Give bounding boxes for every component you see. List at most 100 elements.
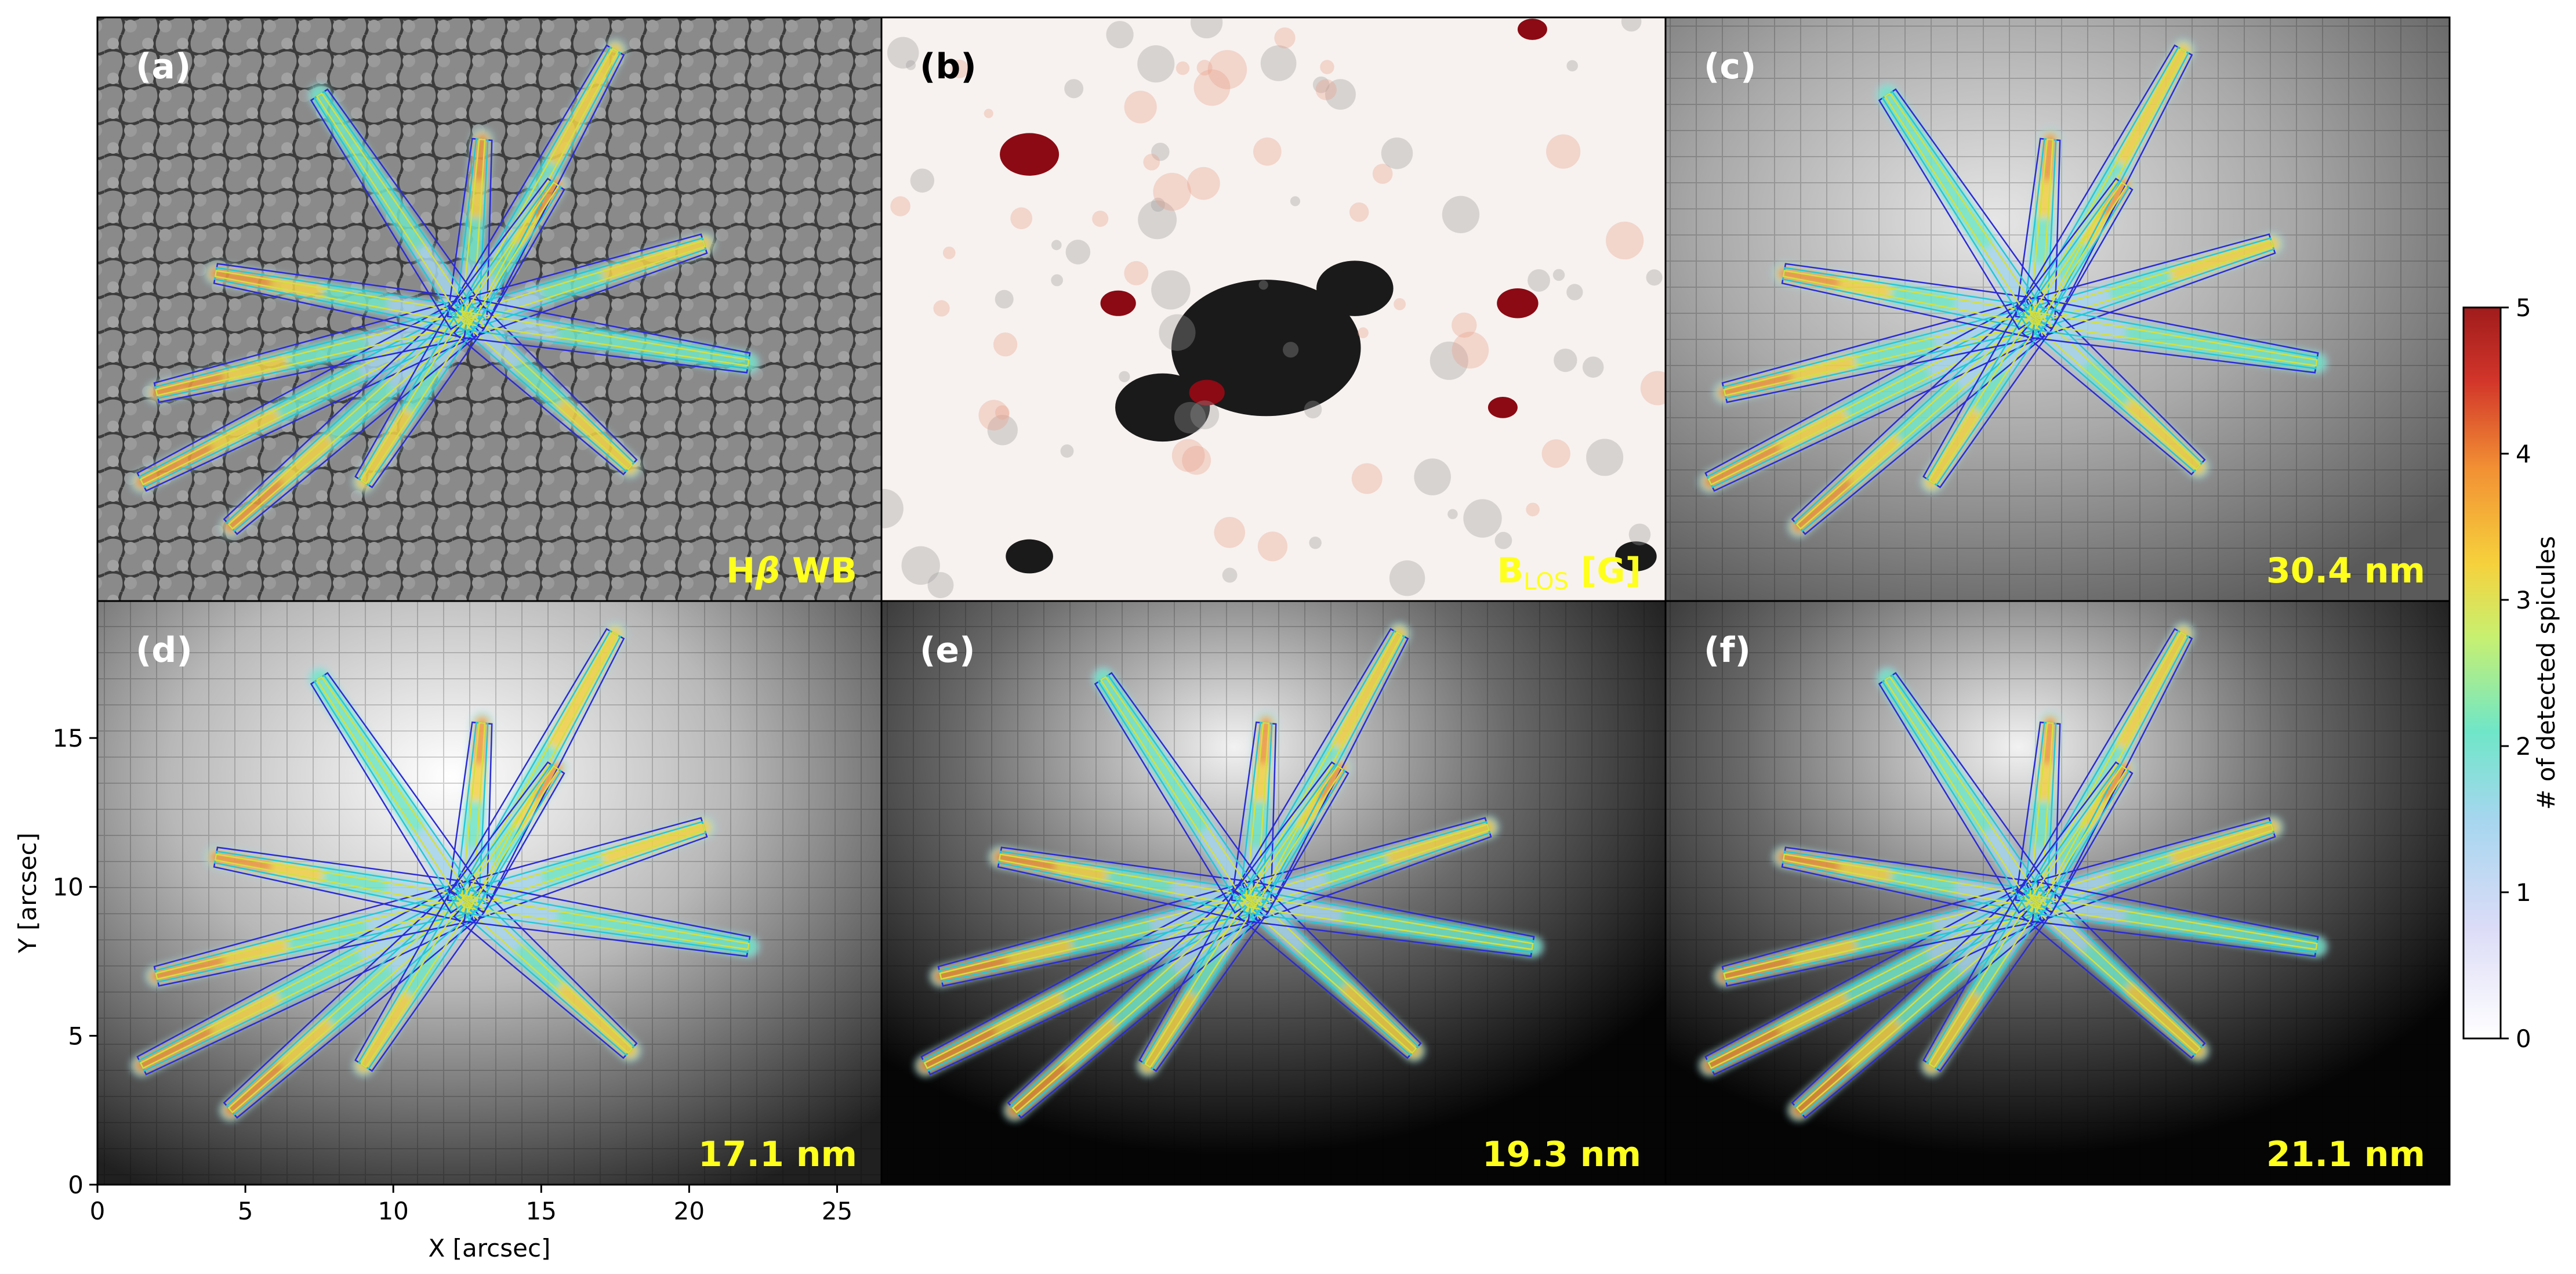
field-speckle [1151,197,1165,212]
field-speckle [1309,536,1322,549]
spicule-contour [1100,675,1257,906]
field-speckle [1151,270,1191,310]
field-speckle [1526,502,1540,517]
field-speckle [1606,221,1644,260]
spicule-density-ray [1878,85,1993,249]
field-speckle [942,246,956,259]
spicule-density-ray [2116,42,2191,165]
positive-polarity-patch [1497,288,1539,319]
field-speckle [1190,17,1223,39]
spicule-contour [2033,823,2274,909]
colorbar-tick-label: 5 [2516,294,2531,322]
field-speckle [1151,142,1170,161]
panel-e: (e) 19.3 nm [880,600,1667,1186]
field-speckle [1143,154,1160,171]
spicule-contours [136,44,751,535]
field-speckle [1153,172,1191,211]
field-speckle [1222,567,1238,583]
x-axis-title: X [arcsec] [429,1234,551,1262]
field-speckle [1442,196,1480,233]
spicule-contours [1704,628,2319,1119]
field-speckle [1193,69,1231,106]
panel-letter: (d) [136,630,193,671]
field-speckle [1628,523,1651,546]
field-speckle [1051,240,1062,251]
field-speckle [1452,312,1477,338]
spicule-contour [465,312,750,367]
field-speckle [1646,269,1663,286]
y-axis-title: Y [arcsec] [13,833,42,954]
spicule-contour [315,92,473,323]
field-speckle [1290,196,1301,207]
spicule-contour [2033,895,2318,950]
spicule-density-ray [1340,908,1542,956]
spicule-density-ray [556,324,758,372]
x-tick-label: 25 [822,1197,852,1225]
field-speckle [1124,91,1157,124]
panel-image [881,601,1666,1185]
spicule-density-ray [151,956,225,982]
spicule-density-ray [2169,236,2280,281]
field-speckle [881,488,904,529]
spicule-contour [1884,92,2041,323]
field-speckle [950,59,969,78]
field-speckle [1349,202,1369,222]
spicule-density-ray [1793,479,1852,533]
colorbar-tick-label: 0 [2516,1025,2531,1053]
spicule-density-ray [310,85,425,249]
spicule-contours [1704,44,2319,535]
spicule-density-ray [935,956,1009,982]
panel-c: (c) 30.4 nm [1664,16,2451,602]
spicule-density-ray [1778,851,1840,872]
spicule-contour [2029,181,2128,323]
spicule-density-ray [136,443,213,488]
spicule-density-map [915,622,1544,1121]
x-tick-label: 10 [378,1197,408,1225]
spicule-contour [460,722,486,903]
spicule-density-ray [356,408,413,490]
x-tick-label: 5 [238,1197,253,1225]
field-speckle [1124,261,1149,285]
field-speckle [1207,50,1247,89]
spicule-density-ray [473,717,488,765]
field-speckle [1546,134,1581,169]
panel-image [1666,17,2450,601]
spicule-density-ray [1924,992,1981,1073]
colorbar-title: # of detected spicules [2532,536,2560,810]
spicule-contour [461,181,560,323]
panel-tag: BLOS [G] [1497,551,1641,595]
x-tick-label: 15 [526,1197,557,1225]
colorbar-tick-label: 3 [2516,586,2531,614]
spicule-contour [1249,823,1490,909]
spicule-density-ray [556,908,758,956]
colorbar-tick-label: 2 [2516,732,2531,761]
field-speckle [1640,371,1666,406]
field-speckle [1175,61,1190,75]
field-speckle [1320,60,1334,74]
spicule-density-ray [224,1062,284,1116]
spicule-contour [1249,895,1534,950]
field-speckle [1260,45,1297,81]
spicule-density-ray [310,669,425,833]
spicule-density-ray [1385,820,1496,865]
field-speckle [984,108,993,118]
spicule-density-ray [994,851,1056,872]
field-speckle [1092,211,1109,227]
spicule-density-ray [557,983,638,1059]
field-speckle [1381,137,1413,169]
negative-polarity-patch [1115,373,1210,442]
panel-tag: 30.4 nm [2266,551,2425,591]
field-speckle [1010,207,1033,230]
spicule-density-ray [548,42,623,165]
spicule-density-ray [210,267,272,288]
panel-tag: 19.3 nm [1482,1134,1641,1175]
negative-polarity-patch [1615,541,1657,571]
field-speckle [1351,463,1383,494]
y-tick-label: 15 [53,724,84,752]
field-speckle [1566,60,1578,72]
spicule-density-ray [1878,669,1993,833]
field-speckle [1447,509,1458,519]
spicule-density-ray [1704,1027,1781,1072]
spicule-contour [461,765,560,906]
field-speckle [1414,458,1451,495]
